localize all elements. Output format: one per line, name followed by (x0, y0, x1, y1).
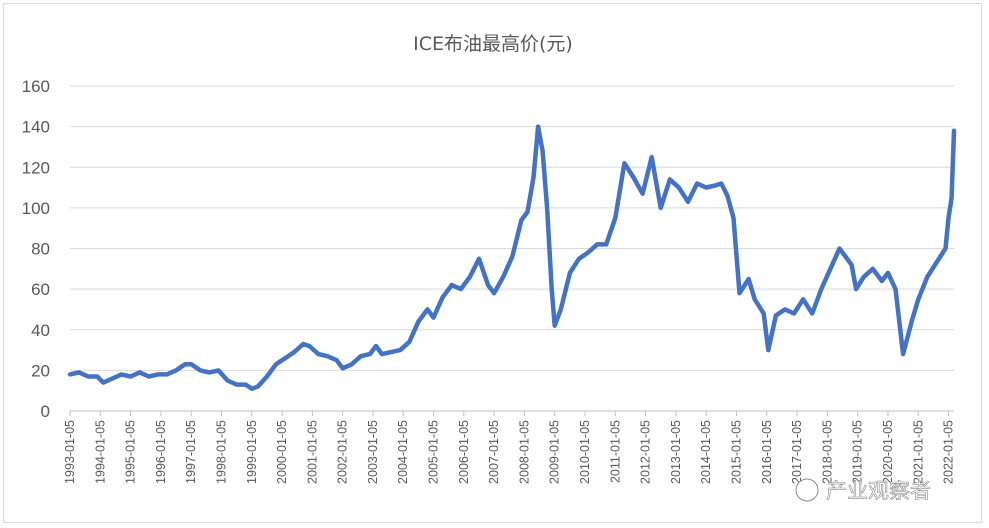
x-tick-label: 2020-01-05 (881, 420, 895, 484)
x-tick-label: 1993-01-05 (63, 420, 77, 484)
x-tick-label: 2013-01-05 (669, 420, 683, 484)
y-tick-label: 80 (31, 240, 50, 259)
x-tick-label: 2017-01-05 (790, 420, 804, 484)
y-axis-ticks: 0 20 40 60 80 100 120 140 160 (22, 77, 50, 421)
x-tick-label: 2021-01-05 (911, 420, 925, 484)
y-tick-label: 40 (31, 321, 50, 340)
wechat-icon (795, 478, 819, 502)
x-axis-ticks: 1993-01-05 1994-01-05 1995-01-05 1996-01-05… (63, 411, 956, 484)
y-tick-label: 100 (22, 199, 50, 218)
x-tick-label: 1998-01-05 (214, 420, 228, 484)
x-tick-label: 2011-01-05 (608, 420, 622, 483)
y-tick-label: 60 (31, 280, 50, 299)
x-tick-label: 1997-01-05 (184, 420, 198, 484)
x-tick-label: 2019-01-05 (851, 420, 865, 484)
chart-frame: ICE布油最高价(元) 0 20 40 60 80 100 120 140 160 1993-0… (3, 3, 982, 523)
y-tick-label: 140 (22, 118, 50, 137)
y-tick-label: 160 (22, 77, 50, 96)
x-tick-label: 2014-01-05 (699, 420, 713, 484)
x-tick-label: 2012-01-05 (639, 420, 653, 484)
x-tick-label: 2001-01-05 (305, 420, 319, 484)
series-line (67, 124, 957, 391)
watermark-text: 产业观察者 (826, 479, 931, 503)
grid-lines (70, 85, 954, 371)
x-tick-label: 2008-01-05 (517, 420, 531, 484)
x-tick-label: 1994-01-05 (93, 420, 107, 484)
y-tick-label: 20 (31, 361, 50, 380)
x-tick-label: 2015-01-05 (729, 420, 743, 484)
x-tick-label: 2022-01-05 (942, 420, 956, 484)
y-tick-label: 0 (41, 402, 50, 421)
x-tick-label: 2003-01-05 (366, 420, 380, 484)
watermark: 产业观察者 (795, 478, 931, 503)
y-tick-label: 120 (22, 158, 50, 177)
x-tick-label: 2009-01-05 (548, 420, 562, 484)
x-tick-label: 1999-01-05 (245, 420, 259, 484)
x-tick-label: 2002-01-05 (336, 420, 350, 484)
line-chart: ICE布油最高价(元) 0 20 40 60 80 100 120 140 160 1993-0… (22, 33, 957, 503)
x-tick-label: 2007-01-05 (487, 420, 501, 484)
x-tick-label: 1996-01-05 (154, 420, 168, 484)
chart-title: ICE布油最高价(元) (413, 33, 573, 55)
x-tick-label: 2018-01-05 (820, 420, 834, 484)
x-tick-label: 2010-01-05 (578, 420, 592, 484)
x-tick-label: 2005-01-05 (427, 420, 441, 484)
x-tick-label: 2016-01-05 (760, 420, 774, 484)
x-tick-label: 2000-01-05 (275, 420, 289, 484)
x-tick-label: 2006-01-05 (457, 420, 471, 484)
x-tick-label: 1995-01-05 (124, 420, 138, 484)
x-tick-label: 2004-01-05 (396, 420, 410, 484)
